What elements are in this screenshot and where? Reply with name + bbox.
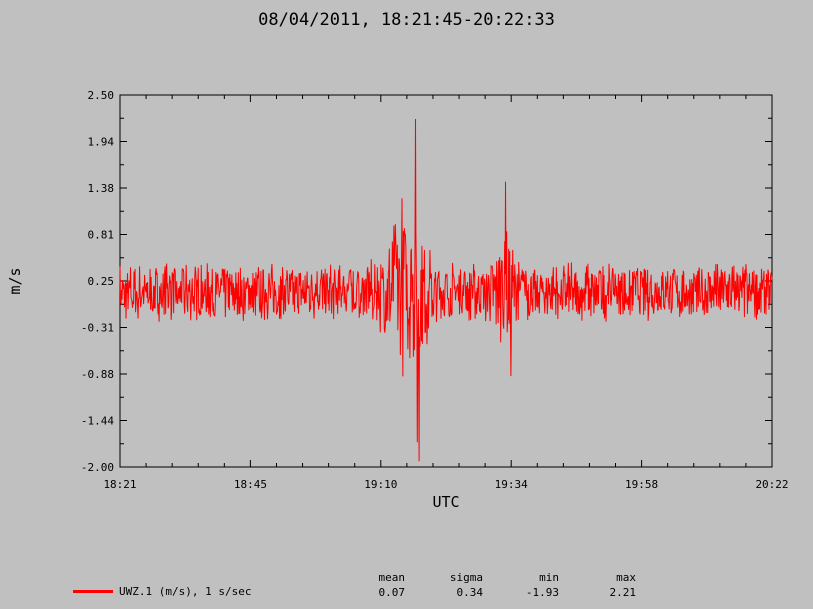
y-tick-label: 0.25 xyxy=(88,275,115,288)
stat-header-max: max xyxy=(616,571,636,584)
x-axis-label: UTC xyxy=(432,493,459,511)
axis-ticks xyxy=(119,94,773,468)
y-tick-label: 1.94 xyxy=(88,136,115,149)
y-tick-label: -0.88 xyxy=(81,368,114,381)
x-tick-label: 18:21 xyxy=(103,478,136,491)
stat-value-max: 2.21 xyxy=(609,586,637,599)
y-tick-label: -2.00 xyxy=(81,461,114,474)
y-tick-label: 0.81 xyxy=(88,229,115,242)
stat-header-mean: mean xyxy=(378,571,406,584)
stat-value-sigma: 0.34 xyxy=(456,586,484,599)
y-tick-label: 1.38 xyxy=(88,182,115,195)
x-tick-label: 19:34 xyxy=(495,478,528,491)
stat-value-min: -1.93 xyxy=(525,586,559,599)
stat-value-mean: 0.07 xyxy=(378,586,406,599)
x-tick-label: 19:58 xyxy=(625,478,658,491)
y-tick-label: -1.44 xyxy=(81,415,114,428)
stat-header-sigma: sigma xyxy=(449,571,483,584)
x-tick-label: 18:45 xyxy=(234,478,267,491)
legend-swatch xyxy=(73,590,113,593)
y-tick-label: 2.50 xyxy=(88,89,115,102)
legend-label: UWZ.1 (m/s), 1 s/sec xyxy=(119,585,252,598)
y-tick-label: -0.31 xyxy=(81,322,114,335)
series-trace xyxy=(119,118,773,462)
stat-header-min: min xyxy=(539,571,559,584)
chart-title: 08/04/2011, 18:21:45-20:22:33 xyxy=(258,10,555,30)
x-tick-label: 19:10 xyxy=(364,478,397,491)
axis-tick-labels: 2.50 1.94 1.38 0.81 0.25 -0.31 -0.88 -1.44 -2.00… xyxy=(81,89,789,491)
x-tick-label: 20:22 xyxy=(755,478,788,491)
